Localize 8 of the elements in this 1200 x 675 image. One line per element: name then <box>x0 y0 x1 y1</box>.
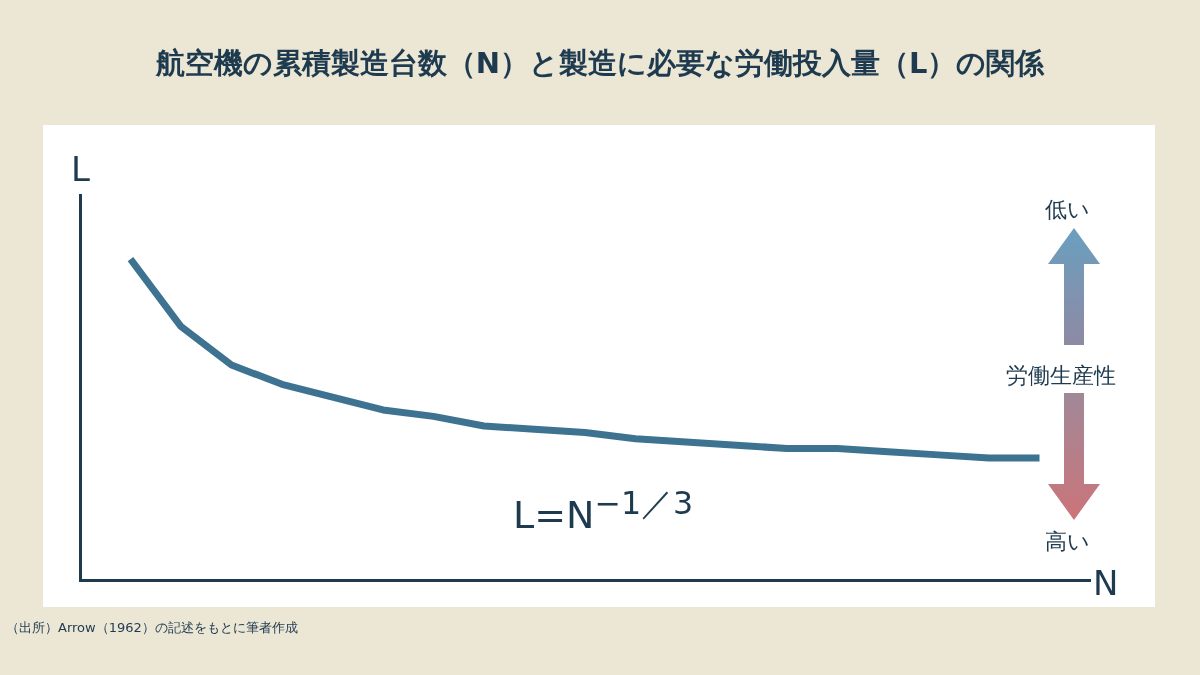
annotation: 労働生産性 <box>1006 362 1116 390</box>
text: （出所）Arrow（1962）の記述をもとに筆者作成 <box>6 619 298 637</box>
x-axis-title: N <box>1093 563 1119 603</box>
chart-title: 航空機の累積製造台数（N）と製造に必要な労働投入量（L）の関係 <box>154 45 1046 82</box>
annotation: 高い <box>1045 528 1090 556</box>
y-axis-title: L <box>71 149 90 189</box>
text: 低い <box>1045 196 1090 224</box>
annotation: L=N$^{−1／3}$ <box>513 484 694 537</box>
